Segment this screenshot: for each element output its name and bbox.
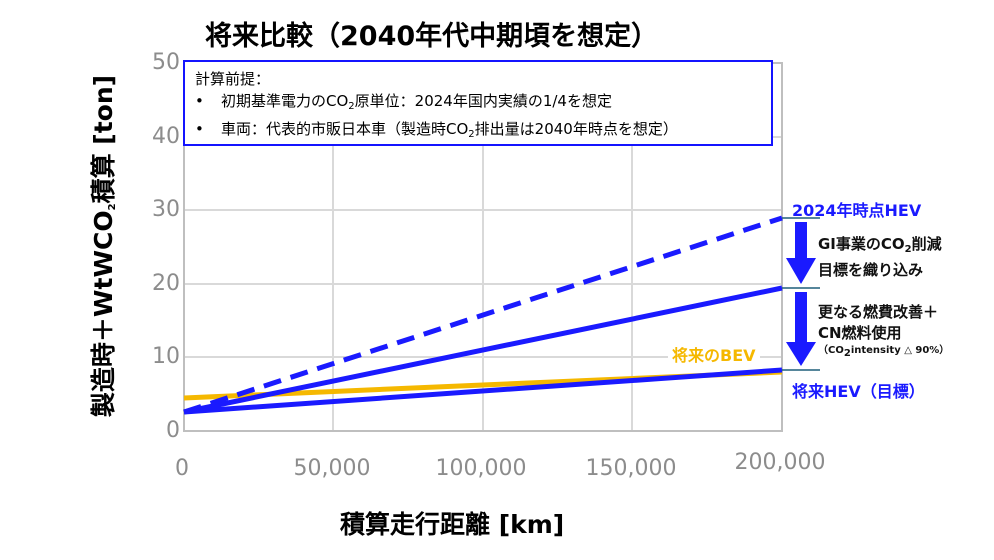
- arrow-down-icon: [786, 292, 816, 366]
- label-future-bev: 将来のBEV: [668, 342, 760, 366]
- chart-title: 将来比較（2040年代中期頃を想定）: [205, 21, 659, 52]
- y-tick: 20: [152, 271, 180, 296]
- y-axis-label: 製造時＋WtWCO2積算 [ton]: [89, 74, 118, 418]
- x-axis-label: 積算走行距離 [km]: [340, 510, 565, 539]
- assumption-item: • 初期基準電力のCO2原単位：2024年国内実績の1/4を想定: [195, 92, 612, 112]
- assumptions-box: 計算前提： • 初期基準電力のCO2原単位：2024年国内実績の1/4を想定 • 車…: [183, 60, 773, 146]
- x-tick: 100,000: [435, 456, 527, 481]
- assumption-item: • 車両：代表的市販日本車（製造時CO2排出量は2040年時点を想定）: [195, 120, 678, 140]
- x-tick: 150,000: [585, 456, 677, 481]
- y-tick: 0: [166, 418, 180, 443]
- series-future-hev: [183, 367, 783, 415]
- arrow-down-icon: [786, 222, 816, 284]
- label-hev-2024: 2024年時点HEV: [792, 201, 922, 220]
- x-tick: 0: [175, 456, 189, 481]
- y-tick: 40: [152, 124, 180, 149]
- series-hev-2024: [183, 215, 783, 415]
- y-tick: 50: [152, 50, 180, 75]
- label-future-hev: 将来HEV（目標）: [792, 382, 925, 401]
- assumptions-heading: 計算前提：: [195, 70, 271, 88]
- label-gi-target: GI事業のCO2削減 目標を織り込み: [818, 235, 942, 279]
- x-tick: 50,000: [293, 456, 371, 481]
- y-tick: 10: [152, 344, 180, 369]
- series-gi-target: [183, 285, 783, 415]
- reference-ticks: [782, 217, 820, 371]
- y-tick: 30: [152, 197, 180, 222]
- label-cn-fuel: 更なる燃費改善＋ CN燃料使用 （CO2intensity △ 90%）: [818, 303, 950, 359]
- x-tick: 200,000: [734, 450, 826, 475]
